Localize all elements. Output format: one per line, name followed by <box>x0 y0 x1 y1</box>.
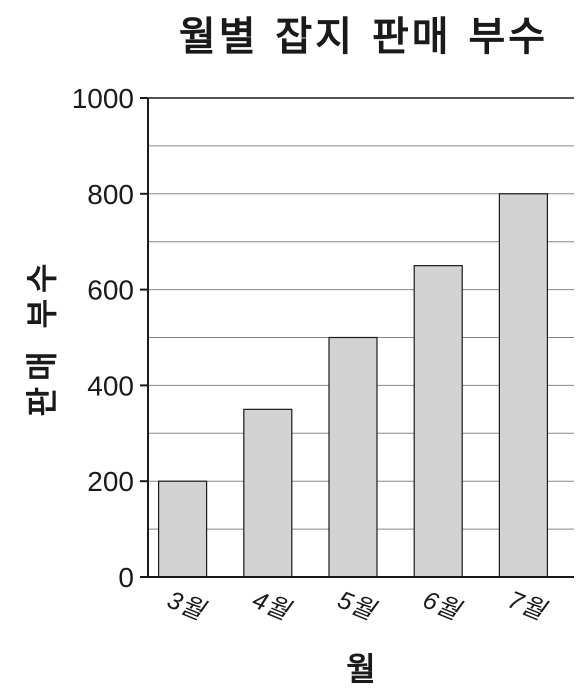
x-tick-label: 3월 <box>163 586 210 627</box>
bar <box>413 265 463 578</box>
x-axis-label: 월 <box>346 650 376 688</box>
y-tick-label: 0 <box>118 562 134 593</box>
bar <box>328 336 378 578</box>
x-tick-label: 5월 <box>334 586 381 627</box>
x-tick-label: 6월 <box>419 586 466 627</box>
bar <box>158 480 208 578</box>
y-tick-label: 800 <box>87 179 134 210</box>
x-tick-label: 4월 <box>248 586 295 627</box>
x-tick-label: 7월 <box>504 586 551 627</box>
y-tick-label: 200 <box>87 466 134 497</box>
bar <box>498 193 548 578</box>
bar <box>243 408 293 578</box>
chart-title: 월별 잡지 판매 부수 <box>178 13 549 60</box>
y-tick-label: 600 <box>87 275 134 306</box>
y-tick-label: 400 <box>87 370 134 401</box>
y-tick-label: 1000 <box>72 83 134 114</box>
